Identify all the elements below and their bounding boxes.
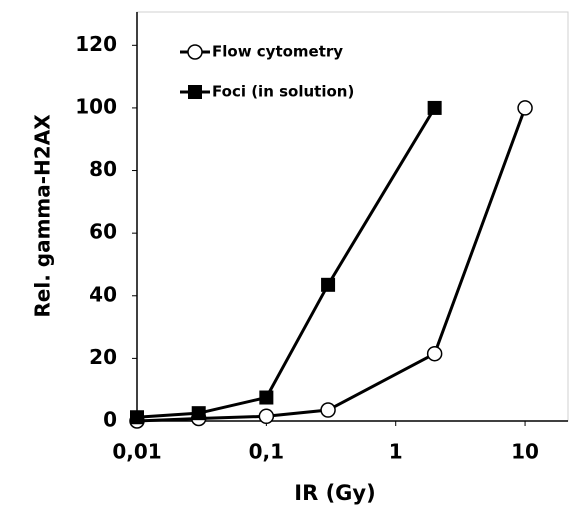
x-axis-label: IR (Gy) <box>294 481 375 505</box>
y-tick-label: 0 <box>103 408 117 432</box>
x-tick-label: 0,1 <box>249 440 284 464</box>
y-axis-label: Rel. gamma-H2AX <box>31 114 55 318</box>
data-point <box>321 277 336 292</box>
x-tick-label: 1 <box>389 440 403 464</box>
data-point <box>320 402 336 418</box>
data-point <box>426 345 443 362</box>
y-tick-label: 100 <box>75 94 117 118</box>
data-point <box>517 100 533 116</box>
data-point <box>259 390 274 405</box>
x-tick-label: 0,01 <box>112 440 161 464</box>
legend-marker <box>188 85 202 99</box>
plot-frame <box>136 11 569 422</box>
data-point <box>130 410 144 425</box>
y-tick-label: 40 <box>89 282 117 306</box>
legend-label: Foci (in solution) <box>212 83 354 101</box>
legend-label: Flow cytometry <box>212 43 343 61</box>
y-tick-label: 20 <box>89 345 117 369</box>
y-tick-label: 80 <box>89 157 117 181</box>
y-tick-label: 60 <box>89 220 117 244</box>
legend-marker <box>187 44 203 60</box>
series-line <box>136 107 527 423</box>
x-tick-label: 10 <box>511 440 539 464</box>
y-tick-label: 120 <box>75 32 117 56</box>
data-point <box>191 406 206 421</box>
series-line <box>136 107 436 419</box>
data-point <box>258 408 275 425</box>
data-point <box>427 100 442 115</box>
